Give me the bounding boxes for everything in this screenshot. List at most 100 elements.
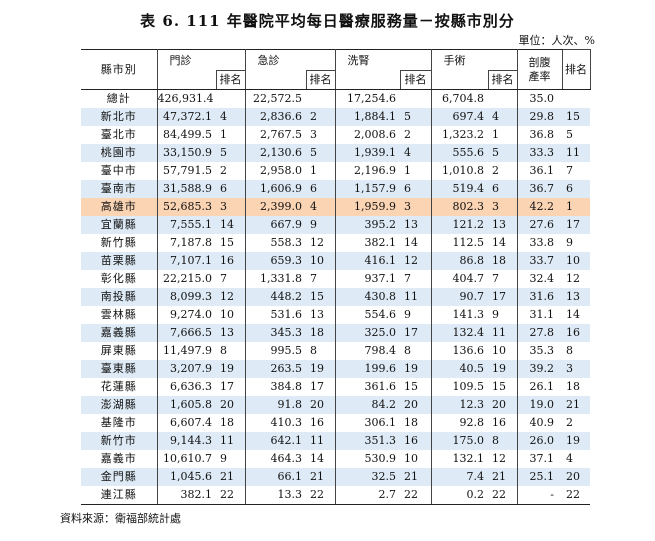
cell-county: 嘉義縣	[81, 324, 158, 342]
table-row: 基隆市 6,607.4 18 410.3 16 306.1 18 92.8 16 40.9 2	[81, 414, 590, 432]
cell-dialysis: 325.0	[335, 324, 400, 342]
cell-county: 臺東縣	[81, 360, 158, 378]
header-cesarean-line1: 剖腹	[528, 55, 551, 69]
header-dialysis-rank: 排名	[399, 70, 432, 90]
cell-outpatient-rank: 1	[216, 126, 246, 144]
cell-emergency: 1,331.8	[260, 272, 302, 285]
cell-outpatient-rank: 16	[216, 252, 246, 270]
cell-dialysis-rank: 8	[400, 342, 432, 360]
cell-dialysis-rank: 5	[400, 108, 432, 126]
header-surgery-rank: 排名	[487, 70, 518, 90]
cell-emergency: 2,130.6	[245, 144, 306, 162]
cell-outpatient-rank: 7	[216, 270, 246, 288]
cell-emergency-rank: 4	[306, 198, 336, 216]
cell-dialysis: 1,939.1	[335, 144, 400, 162]
cell-dialysis-rank: 9	[400, 306, 432, 324]
cell-county: 南投縣	[81, 288, 158, 306]
cell-surgery: 175.0	[431, 432, 488, 450]
cell-outpatient-rank: 14	[216, 216, 246, 234]
cell-outpatient-rank: 22	[216, 486, 246, 505]
cell-emergency-rank: 16	[306, 414, 336, 432]
header-outpatient: 門診	[157, 49, 246, 71]
table-row: 苗栗縣 7,107.1 16 659.3 10 416.1 12 86.8 18 33.7 10	[81, 252, 590, 270]
cell-county: 桃園市	[81, 144, 158, 162]
cell-outpatient: 10,610.7	[163, 452, 212, 465]
cell-surgery-rank: 4	[488, 108, 518, 126]
cell-county: 臺中市	[81, 162, 158, 180]
cell-dialysis: 530.9	[364, 452, 397, 465]
cell-dialysis: 17,254.6	[347, 92, 396, 105]
cell-dialysis: 2,008.6	[354, 128, 396, 141]
cell-county: 總計	[81, 89, 158, 108]
cell-emergency-rank: 10	[306, 252, 336, 270]
table-row: 新竹縣 7,187.8 15 558.3 12 382.1 14 112.5 14 33.8 9	[81, 234, 590, 252]
cell-surgery-rank: 1	[488, 126, 518, 144]
cell-emergency-rank: 22	[306, 486, 336, 505]
cell-surgery: 112.5	[452, 236, 485, 249]
cell-dialysis-rank: 1	[400, 162, 432, 180]
cell-dialysis: 430.8	[335, 288, 400, 306]
cell-dialysis: 416.1	[335, 252, 400, 270]
cell-dialysis: 382.1	[364, 236, 397, 249]
cell-county: 屏東縣	[81, 342, 158, 360]
cell-cesarean: 33.8	[529, 236, 555, 249]
cell-cesarean-rank: 6	[562, 180, 590, 198]
cell-surgery-rank: 2	[488, 162, 518, 180]
cell-cesarean: 26.1	[529, 380, 555, 393]
cell-dialysis-rank: 6	[400, 180, 432, 198]
cell-surgery: 1,010.8	[442, 164, 484, 177]
cell-surgery-rank: 5	[488, 144, 518, 162]
cell-emergency-rank	[306, 89, 336, 108]
cell-cesarean: 19.0	[517, 396, 562, 414]
cell-emergency-rank: 12	[306, 234, 336, 252]
cell-cesarean: 27.6	[517, 216, 562, 234]
cell-dialysis: 2.7	[335, 486, 400, 505]
header-county: 縣市別	[81, 49, 158, 90]
cell-cesarean-rank: 21	[562, 396, 590, 414]
cell-surgery: 90.7	[431, 288, 488, 306]
cell-outpatient: 1,605.8	[157, 396, 216, 414]
cell-cesarean-rank: 4	[566, 452, 573, 465]
cell-county: 基隆市	[81, 414, 158, 432]
cell-surgery: 0.2	[431, 486, 488, 505]
cell-emergency: 345.3	[245, 324, 306, 342]
cell-cesarean: 36.7	[517, 180, 562, 198]
cell-outpatient: 22,215.0	[163, 272, 212, 285]
cell-emergency: 384.8	[270, 380, 303, 393]
cell-outpatient: 47,372.1	[157, 108, 216, 126]
cell-dialysis-rank: 11	[400, 288, 432, 306]
table-row: 桃園市 33,150.9 5 2,130.6 5 1,939.1 4 555.6 5 33.3 11	[81, 144, 590, 162]
cell-outpatient-rank: 11	[216, 432, 246, 450]
cell-dialysis: 1,884.1	[335, 108, 400, 126]
cell-surgery: 121.2	[431, 216, 488, 234]
cell-cesarean: 27.8	[517, 324, 562, 342]
cell-surgery: 109.5	[452, 380, 485, 393]
header-dialysis: 洗腎	[335, 49, 432, 71]
cell-emergency-rank: 20	[306, 396, 336, 414]
cell-emergency-rank: 13	[306, 306, 336, 324]
cell-cesarean: 32.4	[529, 272, 555, 285]
cell-surgery: 519.4	[431, 180, 488, 198]
header-outpatient-rank: 排名	[215, 70, 246, 90]
cell-outpatient: 84,499.5	[163, 128, 212, 141]
table-row: 南投縣 8,099.3 12 448.2 15 430.8 11 90.7 17 31.6 13	[81, 288, 590, 306]
cell-dialysis: 395.2	[335, 216, 400, 234]
hospital-services-table: 縣市別 門診 急診 洗腎 手術 剖腹 產率 排名 排名 排名 排名 排名 總計 4…	[81, 49, 591, 505]
cell-cesarean: 25.1	[517, 468, 562, 486]
table-row: 花蓮縣 6,636.3 17 384.8 17 361.6 15 109.5 15 26.1 18	[81, 378, 590, 396]
cell-cesarean-rank: 13	[562, 288, 590, 306]
cell-surgery: 802.3	[431, 198, 488, 216]
cell-cesarean: 39.2	[517, 360, 562, 378]
cell-outpatient-rank	[216, 89, 246, 108]
cell-surgery-rank: 21	[488, 468, 518, 486]
cell-outpatient: 6,636.3	[170, 380, 212, 393]
cell-emergency: 2,836.6	[245, 108, 306, 126]
cell-cesarean-rank: 5	[566, 128, 573, 141]
cell-county: 花蓮縣	[81, 378, 158, 396]
table-row: 臺中市 57,791.5 2 2,958.0 1 2,196.9 1 1,010.8 2 36.1…	[81, 162, 590, 180]
cell-cesarean: 31.6	[517, 288, 562, 306]
cell-cesarean-rank: 10	[562, 252, 590, 270]
cell-cesarean-rank: 11	[562, 144, 590, 162]
cell-outpatient: 426,931.4	[157, 92, 214, 105]
cell-emergency-rank: 1	[306, 162, 336, 180]
